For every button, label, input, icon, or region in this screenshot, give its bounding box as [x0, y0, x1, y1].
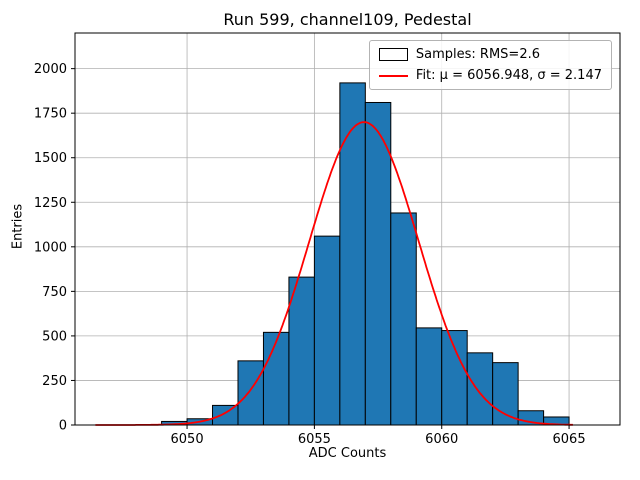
x-tick-label: 6065: [553, 432, 586, 447]
y-tick-label: 1500: [34, 151, 67, 166]
legend-fit-label: Fit: μ = 6056.948, σ = 2.147: [415, 68, 602, 83]
histogram-bar: [466, 352, 494, 426]
histogram-bar: [364, 101, 392, 426]
chart-title: Run 599, channel109, Pedestal: [223, 10, 472, 29]
y-tick-label: 500: [42, 329, 67, 344]
histogram-bar: [415, 327, 443, 426]
x-tick-label: 6055: [298, 432, 331, 447]
y-axis-label: Entries: [10, 203, 26, 250]
histogram-bar: [441, 330, 468, 426]
y-tick-label: 250: [42, 374, 67, 389]
y-tick-label: 1250: [34, 196, 67, 211]
legend-item-samples: Samples: RMS=2.6: [378, 47, 602, 62]
histogram-bar: [313, 235, 341, 426]
gaussian-fit-curve: [95, 121, 573, 426]
y-tick-label: 2000: [34, 62, 67, 77]
fit-line-swatch-icon: [378, 74, 408, 77]
y-tick-label: 0: [59, 419, 67, 434]
histogram-bar: [288, 276, 315, 426]
y-tick-label: 1000: [34, 240, 67, 255]
samples-swatch-icon: [378, 48, 408, 61]
histogram-bar: [339, 82, 366, 426]
histogram-bar: [390, 212, 417, 426]
axes-frame: [74, 32, 621, 426]
histogram-bar: [212, 404, 239, 426]
histogram-bar: [492, 362, 519, 426]
legend-box: Samples: RMS=2.6 Fit: μ = 6056.948, σ = …: [368, 40, 612, 90]
x-tick-label: 6050: [171, 432, 204, 447]
x-tick-label: 6060: [425, 432, 458, 447]
y-tick-label: 750: [42, 285, 67, 300]
histogram-bar: [237, 360, 264, 426]
y-tick-label: 1750: [34, 107, 67, 122]
x-axis-label: ADC Counts: [308, 446, 387, 461]
histogram-bar: [262, 331, 290, 426]
legend-samples-label: Samples: RMS=2.6: [415, 47, 541, 62]
legend-item-fit: Fit: μ = 6056.948, σ = 2.147: [378, 68, 602, 83]
